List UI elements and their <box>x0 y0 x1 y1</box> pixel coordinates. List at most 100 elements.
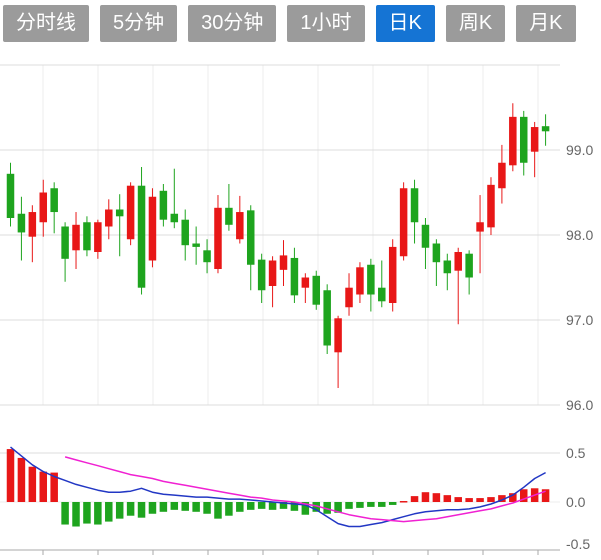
candle-body <box>192 243 200 247</box>
macd-histogram-bar <box>388 502 397 505</box>
candle-body <box>225 207 233 225</box>
macd-histogram-bar <box>410 496 419 502</box>
macd-histogram-bar <box>257 502 266 509</box>
macd-histogram-bar <box>487 497 495 502</box>
macd-histogram-bar <box>214 502 222 519</box>
macd-histogram-bar <box>17 457 26 502</box>
macd-histogram-bar <box>498 495 506 502</box>
candle-body <box>454 252 462 271</box>
candle-body <box>105 209 113 227</box>
candle-body <box>246 210 255 265</box>
candle-body <box>301 277 310 288</box>
tab-1hour[interactable]: 1小时 <box>287 5 365 42</box>
price-axis-label: 99.0 <box>566 142 593 158</box>
candle-body <box>203 250 211 263</box>
candle-body <box>28 212 37 237</box>
macd-histogram-bar <box>170 502 179 510</box>
tab-day-k[interactable]: 日K <box>375 5 435 42</box>
macd-histogram-bar <box>432 493 441 502</box>
candle-body <box>72 224 80 251</box>
period-tab-bar: 分时线 5分钟 30分钟 1小时 日K 周K 月K <box>3 5 576 42</box>
candle-body <box>509 116 517 166</box>
tab-timeline[interactable]: 分时线 <box>3 5 89 42</box>
macd-axis-label: 0.5 <box>566 445 586 461</box>
macd-histogram-bar <box>378 502 386 507</box>
macd-histogram-bar <box>509 493 517 502</box>
candle-body <box>530 127 539 152</box>
macd-histogram-bar <box>50 472 58 502</box>
macd-histogram-bar <box>6 449 15 502</box>
macd-dea-line <box>64 456 546 523</box>
macd-histogram-bar <box>301 502 310 515</box>
macd-histogram-bar <box>246 502 255 510</box>
tab-month-k[interactable]: 月K <box>516 5 576 42</box>
candle-body <box>334 318 342 353</box>
candle-body <box>356 267 364 295</box>
candle-body <box>399 188 408 257</box>
candle-body <box>443 260 452 274</box>
tab-5min[interactable]: 5分钟 <box>100 5 178 42</box>
macd-histogram-bar <box>126 502 135 516</box>
price-axis-label: 98.0 <box>566 227 593 243</box>
macd-histogram-bar <box>105 502 113 522</box>
candle-body <box>137 185 146 288</box>
macd-histogram-bar <box>279 502 288 509</box>
candle-body <box>6 173 15 218</box>
candle-body <box>388 246 397 303</box>
macd-histogram-bar <box>137 502 146 518</box>
macd-histogram-bar <box>94 502 102 525</box>
candle-body <box>410 188 419 223</box>
candle-body <box>279 255 288 270</box>
macd-histogram-bar <box>159 502 168 512</box>
macd-histogram-bar <box>356 502 364 508</box>
tab-30min[interactable]: 30分钟 <box>188 5 277 42</box>
macd-axis-label: 0.0 <box>566 494 586 510</box>
candle-body <box>148 196 157 261</box>
macd-histogram-bar <box>345 502 353 509</box>
candle-body <box>476 222 484 232</box>
macd-axis-label: -0.5 <box>566 536 590 552</box>
tab-week-k[interactable]: 周K <box>445 5 506 42</box>
macd-histogram-bar <box>28 466 37 502</box>
candle-body <box>323 290 331 346</box>
price-axis-label: 96.0 <box>566 397 593 413</box>
price-axis-label: 97.0 <box>566 312 593 328</box>
macd-histogram-bar <box>367 502 375 507</box>
macd-histogram-bar <box>323 502 331 514</box>
candle-body <box>487 184 495 228</box>
candle-body <box>94 222 102 252</box>
candle-body <box>236 212 244 240</box>
macd-histogram-bar <box>519 489 528 502</box>
macd-histogram-bar <box>399 501 408 503</box>
macd-histogram-bar <box>225 502 233 516</box>
macd-histogram-bar <box>454 497 462 502</box>
candle-body <box>126 185 135 240</box>
candle-body <box>61 226 69 259</box>
macd-histogram-bar <box>148 502 157 514</box>
candle-body <box>312 275 321 305</box>
candle-body <box>498 162 506 189</box>
candle-body <box>115 209 124 217</box>
macd-histogram-bar <box>421 492 430 502</box>
candle-body <box>519 116 528 163</box>
candle-body <box>378 287 386 302</box>
candle-body <box>421 224 430 248</box>
candle-body <box>50 188 58 213</box>
candle-body <box>83 222 91 251</box>
macd-histogram-bar <box>334 502 342 513</box>
macd-dif-line <box>10 446 546 528</box>
candle-body <box>181 219 189 246</box>
candle-body <box>345 287 353 308</box>
candle-body <box>170 213 179 223</box>
candle-body <box>367 264 375 295</box>
candle-body <box>257 259 266 291</box>
macd-histogram-bar <box>115 502 124 519</box>
candle-body <box>541 126 550 132</box>
macd-histogram-bar <box>192 502 200 512</box>
candle-body <box>432 243 441 263</box>
macd-histogram-bar <box>83 502 91 524</box>
macd-histogram-bar <box>61 502 69 525</box>
macd-histogram-bar <box>203 502 211 514</box>
